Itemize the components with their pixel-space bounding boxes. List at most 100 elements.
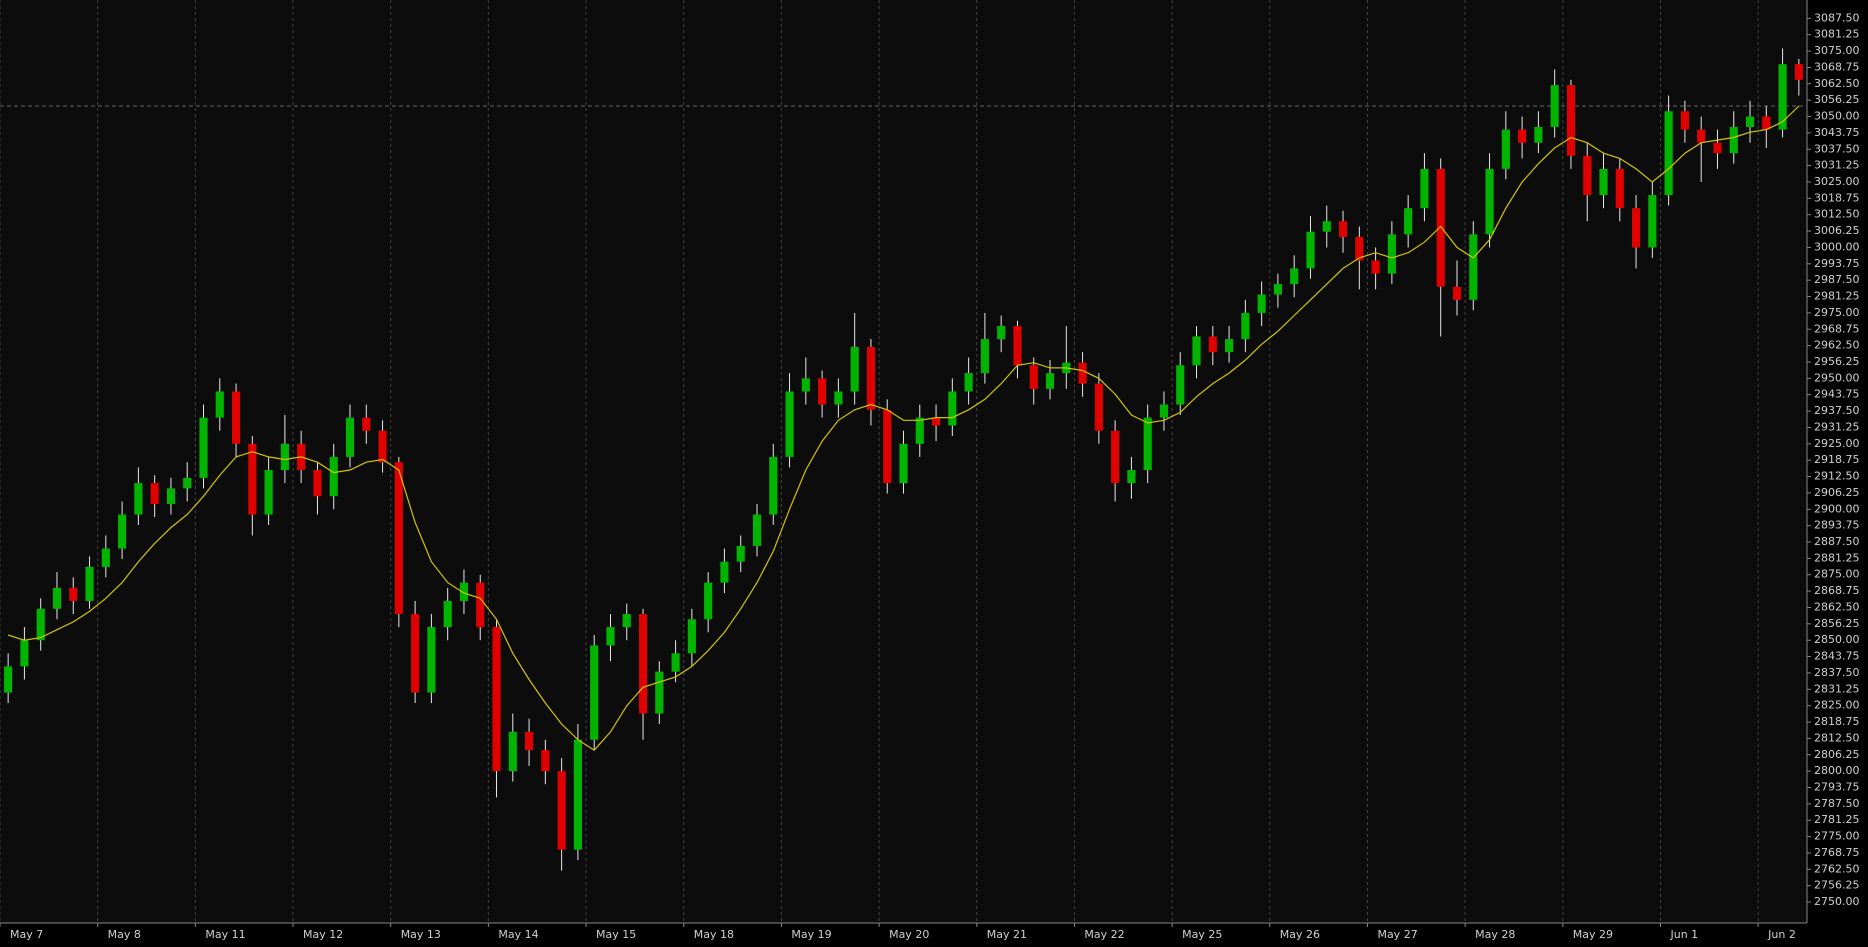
candle-body <box>1697 129 1706 143</box>
x-tick-label: May 20 <box>889 928 929 941</box>
candle-body <box>459 582 469 601</box>
candle-body <box>606 627 615 646</box>
x-tick-label: May 21 <box>987 928 1027 941</box>
x-tick-label: May 28 <box>1475 928 1515 941</box>
x-tick-label: May 19 <box>791 928 831 941</box>
candle-body <box>557 771 566 850</box>
candle-body <box>1257 294 1266 313</box>
x-tick-label: May 27 <box>1377 928 1417 941</box>
y-tick-label: 2993.75 <box>1814 257 1860 270</box>
y-tick-label: 3062.50 <box>1814 77 1860 90</box>
candle-body <box>883 409 892 484</box>
y-tick-label: 2968.75 <box>1814 322 1860 335</box>
y-tick-label: 2906.25 <box>1814 486 1860 499</box>
candle-body <box>166 488 176 505</box>
candle-body <box>704 582 713 620</box>
y-tick-label: 3050.00 <box>1814 110 1860 123</box>
candle-body <box>1013 325 1022 366</box>
y-tick-label: 3031.25 <box>1814 159 1860 172</box>
y-tick-label: 2825.00 <box>1814 699 1860 712</box>
y-tick-label: 2787.50 <box>1814 797 1860 810</box>
x-tick-label: May 25 <box>1182 928 1222 941</box>
y-tick-label: 2925.00 <box>1814 437 1860 450</box>
y-tick-label: 2981.25 <box>1814 290 1860 303</box>
candle-body <box>1615 168 1624 209</box>
x-tick-label: May 8 <box>108 928 141 941</box>
candle-body <box>1127 470 1136 484</box>
candle-body <box>1420 168 1429 209</box>
y-tick-label: 2831.25 <box>1814 682 1860 695</box>
y-tick-label: 2806.25 <box>1814 748 1860 761</box>
candle-body <box>769 456 778 515</box>
candle-body <box>1371 260 1380 274</box>
y-tick-label: 2812.50 <box>1814 731 1860 744</box>
candle-body <box>150 483 159 505</box>
y-tick-label: 2893.75 <box>1814 519 1860 532</box>
candle-body <box>1355 236 1364 261</box>
candle-body <box>1485 168 1494 235</box>
x-tick-label: May 11 <box>205 928 245 941</box>
candle-body <box>231 391 241 444</box>
candle-body <box>1452 286 1462 300</box>
candle-body <box>1518 129 1527 143</box>
candle-body <box>199 417 208 478</box>
candle-body <box>1159 404 1169 418</box>
candle-body <box>1225 339 1234 353</box>
y-tick-label: 2943.75 <box>1814 388 1860 401</box>
x-tick-label: May 29 <box>1573 928 1613 941</box>
y-tick-label: 3012.50 <box>1814 208 1860 221</box>
candle-body <box>720 561 729 583</box>
candle-body <box>866 346 876 410</box>
candle-body <box>850 346 859 392</box>
candle-body <box>573 739 582 850</box>
candle-body <box>736 545 745 562</box>
candle-body <box>1208 336 1217 353</box>
candle-body <box>785 391 794 457</box>
candle-body <box>980 339 989 374</box>
candle-body <box>964 373 973 392</box>
x-tick-label: May 13 <box>401 928 441 941</box>
y-tick-label: 3081.25 <box>1814 28 1860 41</box>
x-tick-label: May 15 <box>596 928 636 941</box>
candle-body <box>1143 417 1152 471</box>
candle-body <box>1306 231 1315 269</box>
y-tick-label: 3000.00 <box>1814 240 1860 253</box>
y-tick-label: 2887.50 <box>1814 535 1860 548</box>
candle-body <box>948 391 957 426</box>
candle-body <box>1387 234 1396 274</box>
y-tick-label: 2837.50 <box>1814 666 1860 679</box>
candle-body <box>101 548 110 567</box>
y-tick-label: 3018.75 <box>1814 191 1860 204</box>
candle-body <box>427 627 436 693</box>
y-tick-label: 2912.50 <box>1814 470 1860 483</box>
candle-body <box>20 640 29 667</box>
candle-body <box>1794 64 1803 80</box>
candle-body <box>4 666 13 693</box>
y-tick-label: 2987.50 <box>1814 273 1860 286</box>
candle-body <box>818 378 827 405</box>
candle-body <box>1566 85 1576 156</box>
candle-body <box>801 378 810 392</box>
x-tick-label: May 12 <box>303 928 343 941</box>
candle-body <box>1631 208 1641 248</box>
y-tick-label: 2756.25 <box>1814 879 1860 892</box>
y-tick-label: 3006.25 <box>1814 224 1860 237</box>
y-tick-label: 2750.00 <box>1814 895 1860 908</box>
candle-body <box>1778 64 1787 130</box>
candle-body <box>1404 208 1413 235</box>
x-tick-label: Jun 1 <box>1669 928 1698 941</box>
candle-body <box>69 587 78 601</box>
y-tick-label: 2881.25 <box>1814 551 1860 564</box>
candle-body <box>541 750 550 772</box>
y-tick-label: 2843.75 <box>1814 650 1860 663</box>
candle-body <box>345 417 355 457</box>
candle-body <box>280 443 289 471</box>
candle-body <box>248 443 257 515</box>
y-tick-label: 3068.75 <box>1814 60 1860 73</box>
candle-body <box>1745 116 1755 127</box>
x-tick-label: May 18 <box>694 928 734 941</box>
candle-body <box>1029 365 1038 389</box>
x-tick-label: May 26 <box>1280 928 1320 941</box>
y-tick-label: 2975.00 <box>1814 306 1860 319</box>
